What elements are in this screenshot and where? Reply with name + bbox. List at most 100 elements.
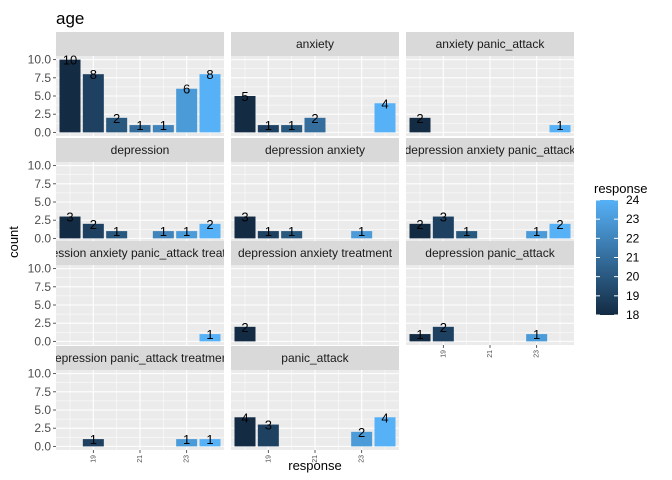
legend-tick-label: 18	[626, 308, 640, 322]
bar-value-label: 1	[90, 432, 97, 447]
bar	[351, 431, 373, 447]
bar	[234, 96, 256, 133]
bar-value-label: 2	[241, 320, 248, 335]
bar-value-label: 1	[265, 224, 272, 239]
x-tick-label: 21	[137, 455, 144, 463]
bar-value-label: 2	[90, 217, 97, 232]
bar-value-label: 1	[136, 118, 143, 133]
bar-value-label: 1	[288, 118, 295, 133]
y-tick-label: 7.5	[34, 177, 51, 191]
bar	[409, 334, 431, 342]
bar-value-label: 1	[160, 224, 167, 239]
x-tick-label: 23	[184, 455, 191, 463]
bar	[432, 216, 454, 239]
bar-value-label: 4	[381, 96, 388, 111]
legend-tick-label: 21	[626, 251, 640, 265]
bar-value-label: 3	[440, 210, 447, 225]
bar	[199, 223, 221, 239]
x-tick-label: 21	[487, 350, 494, 358]
facet-strip	[56, 32, 224, 56]
x-tick-label: 23	[534, 350, 541, 358]
facet-panel: depression anxiety panic_attack treatmen…	[28, 241, 224, 348]
bar	[106, 117, 128, 133]
bar	[82, 439, 104, 447]
y-tick-label: 0.0	[34, 125, 51, 139]
legend-ticks: 24 23 22 21 20 19 18	[596, 193, 640, 322]
bar	[199, 439, 221, 447]
y-tick-label: 2.5	[34, 107, 51, 121]
x-tick-label: 19	[440, 350, 447, 358]
bar	[549, 223, 571, 239]
facet-strip	[406, 241, 574, 265]
facet-strip-label: anxiety panic_attack	[436, 37, 546, 51]
y-tick-label: 2.5	[34, 316, 51, 330]
y-tick-label: 2.5	[34, 421, 51, 435]
bar-value-label: 1	[206, 432, 213, 447]
bar-value-label: 1	[533, 224, 540, 239]
bar	[152, 231, 174, 239]
bar-value-label: 1	[556, 118, 563, 133]
bar	[456, 231, 478, 239]
bar	[304, 117, 326, 133]
y-tick-label: 0.0	[34, 439, 51, 453]
bar	[281, 231, 303, 239]
legend-colorbar	[596, 200, 618, 315]
bar-value-label: 1	[416, 327, 423, 342]
bar	[234, 326, 256, 342]
facet-panel: panic_attack 4 3 2 4 19 21 23	[231, 346, 399, 463]
bar	[199, 74, 221, 133]
bar	[351, 231, 373, 239]
y-tick-label: 7.5	[34, 385, 51, 399]
facet-strip-label: depression anxiety	[265, 143, 365, 157]
facet-panel: depression anxiety treatment 2	[231, 241, 399, 345]
bar-value-label: 5	[241, 89, 248, 104]
bar-value-label: 6	[183, 82, 190, 97]
bar	[176, 88, 198, 133]
bar	[199, 334, 221, 342]
bar-value-label: 3	[241, 210, 248, 225]
bar-value-label: 1	[288, 224, 295, 239]
facet-panel: depression anxiety panic_attack 2 3 1 1 2	[405, 138, 577, 242]
bar-value-label: 2	[416, 217, 423, 232]
y-tick-label: 7.5	[34, 280, 51, 294]
y-tick-label: 10.0	[28, 53, 52, 67]
bar-value-label: 8	[206, 67, 213, 82]
bar	[234, 216, 256, 239]
facet-strip-label: depression anxiety panic_attack	[405, 143, 577, 157]
bar-value-label: 2	[556, 217, 563, 232]
bar	[82, 74, 104, 133]
y-tick-label: 5.0	[34, 89, 51, 103]
bar-value-label: 2	[358, 425, 365, 440]
legend-tick-label: 20	[626, 270, 640, 284]
facet-strip-label: depression panic_attack	[425, 246, 555, 260]
facet-strip	[56, 346, 224, 370]
y-axis-title: count	[6, 226, 21, 258]
bar	[106, 231, 128, 239]
facet-panel: depression 3 2 1 1 1 2 0.0 2.5 5.0 7.5 10.0	[28, 138, 224, 245]
facet-strip-label: panic_attack	[281, 351, 349, 365]
bar	[82, 223, 104, 239]
legend-tick-label: 22	[626, 231, 640, 245]
facet-strip	[406, 138, 574, 162]
bar-value-label: 2	[440, 320, 447, 335]
facet-strip	[231, 241, 399, 265]
legend-tick-label: 24	[626, 193, 640, 207]
bar	[281, 125, 303, 133]
bar	[432, 326, 454, 342]
bar	[176, 439, 198, 447]
bar-value-label: 2	[416, 111, 423, 126]
x-tick-label: 19	[265, 455, 272, 463]
y-tick-label: 10.0	[28, 262, 52, 276]
facet-strip-label: depression anxiety treatment	[238, 246, 393, 260]
bar-value-label: 2	[311, 111, 318, 126]
bar-value-label: 2	[206, 217, 213, 232]
color-legend: response 24 23 22 21 20 19 18	[594, 181, 647, 322]
bar-value-label: 3	[66, 210, 73, 225]
facet-strip	[231, 32, 399, 56]
x-axis-title: response	[288, 458, 341, 473]
y-tick-label: 5.0	[34, 403, 51, 417]
chart-title: age	[56, 9, 84, 28]
bar	[409, 117, 431, 133]
